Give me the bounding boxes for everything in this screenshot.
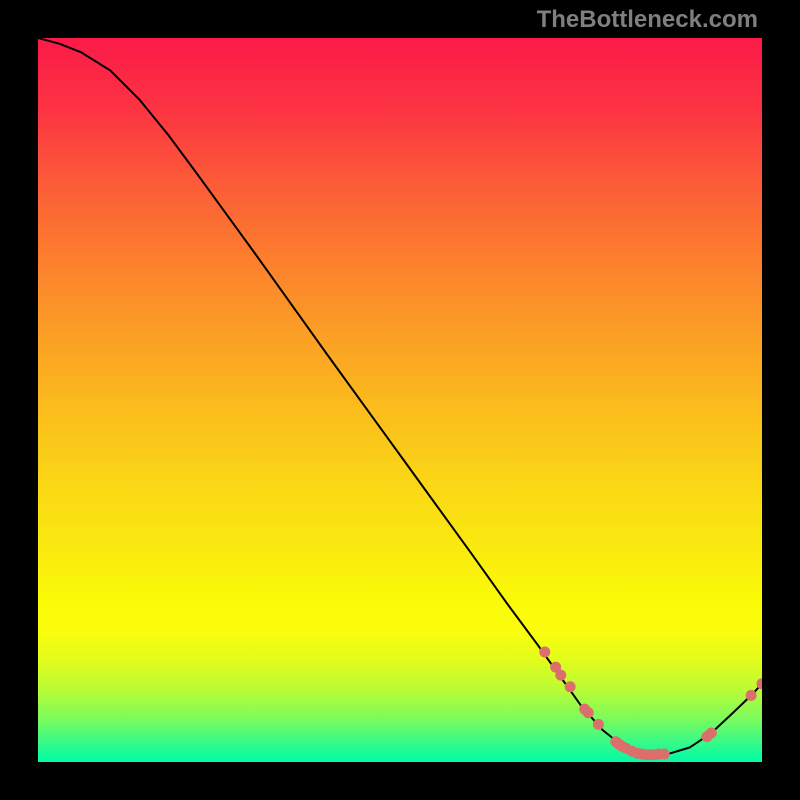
data-marker	[583, 707, 594, 718]
bottleneck-curve	[38, 38, 762, 755]
data-marker	[659, 749, 670, 760]
data-marker	[746, 690, 757, 701]
data-marker	[555, 670, 566, 681]
curve-layer	[38, 38, 762, 762]
chart-container: { "attribution": { "text": "TheBottlenec…	[0, 0, 800, 800]
data-marker	[539, 646, 550, 657]
attribution-text: TheBottleneck.com	[537, 6, 758, 34]
plot-area	[38, 38, 762, 762]
data-marker	[565, 681, 576, 692]
data-marker	[706, 728, 717, 739]
data-marker	[593, 719, 604, 730]
